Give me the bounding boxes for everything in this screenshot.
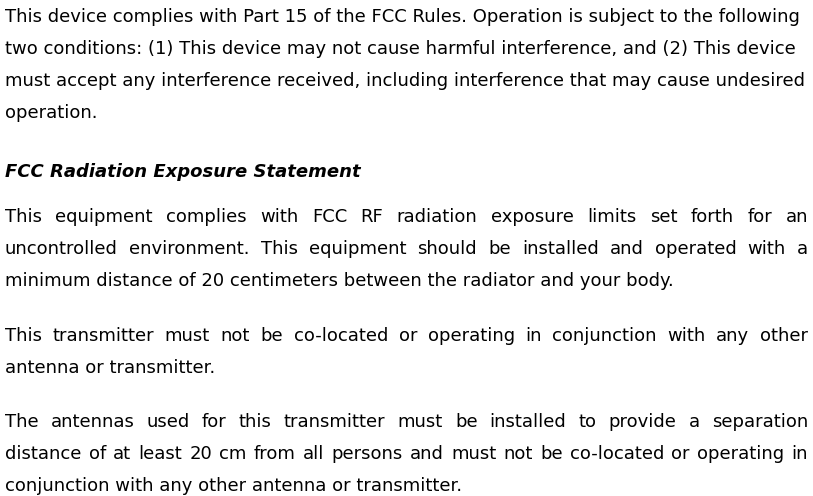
Text: an: an	[785, 208, 808, 226]
Text: with: with	[667, 327, 706, 345]
Text: in: in	[525, 327, 542, 345]
Text: operated: operated	[654, 240, 737, 258]
Text: operating: operating	[428, 327, 515, 345]
Text: complies: complies	[167, 208, 247, 226]
Text: forth: forth	[691, 208, 734, 226]
Text: provide: provide	[609, 413, 676, 431]
Text: 20: 20	[189, 445, 212, 463]
Text: in: in	[792, 445, 808, 463]
Text: persons: persons	[332, 445, 402, 463]
Text: a: a	[689, 413, 700, 431]
Text: antenna or transmitter.: antenna or transmitter.	[5, 359, 215, 377]
Text: not: not	[220, 327, 250, 345]
Text: operating: operating	[698, 445, 785, 463]
Text: be: be	[260, 327, 283, 345]
Text: used: used	[146, 413, 190, 431]
Text: conjunction with any other antenna or transmitter.: conjunction with any other antenna or tr…	[5, 477, 462, 495]
Text: be: be	[488, 240, 511, 258]
Text: not: not	[503, 445, 533, 463]
Text: with: with	[260, 208, 298, 226]
Text: This: This	[5, 327, 42, 345]
Text: cm: cm	[220, 445, 246, 463]
Text: must: must	[165, 327, 210, 345]
Text: all: all	[303, 445, 324, 463]
Text: distance: distance	[5, 445, 81, 463]
Text: or: or	[398, 327, 417, 345]
Text: operation.: operation.	[5, 104, 98, 122]
Text: This: This	[261, 240, 298, 258]
Text: FCC: FCC	[312, 208, 347, 226]
Text: equipment: equipment	[309, 240, 406, 258]
Text: least: least	[138, 445, 182, 463]
Text: uncontrolled: uncontrolled	[5, 240, 118, 258]
Text: radiation: radiation	[397, 208, 477, 226]
Text: this: this	[239, 413, 272, 431]
Text: exposure: exposure	[491, 208, 574, 226]
Text: or: or	[672, 445, 690, 463]
Text: must: must	[451, 445, 496, 463]
Text: with: with	[747, 240, 785, 258]
Text: should: should	[417, 240, 477, 258]
Text: of: of	[89, 445, 106, 463]
Text: any: any	[716, 327, 750, 345]
Text: RF: RF	[361, 208, 384, 226]
Text: must: must	[398, 413, 443, 431]
Text: transmitter: transmitter	[53, 327, 154, 345]
Text: and: and	[410, 445, 444, 463]
Text: for: for	[202, 413, 227, 431]
Text: a: a	[797, 240, 808, 258]
Text: co-located: co-located	[570, 445, 664, 463]
Text: conjunction: conjunction	[553, 327, 657, 345]
Text: to: to	[579, 413, 597, 431]
Text: at: at	[113, 445, 131, 463]
Text: co-located: co-located	[293, 327, 388, 345]
Text: antennas: antennas	[50, 413, 135, 431]
Text: from: from	[254, 445, 296, 463]
Text: equipment: equipment	[55, 208, 153, 226]
Text: limits: limits	[587, 208, 637, 226]
Text: FCC Radiation Exposure Statement: FCC Radiation Exposure Statement	[5, 163, 361, 181]
Text: other: other	[760, 327, 808, 345]
Text: separation: separation	[711, 413, 808, 431]
Text: must accept any interference received, including interference that may cause und: must accept any interference received, i…	[5, 72, 805, 90]
Text: for: for	[747, 208, 772, 226]
Text: be: be	[540, 445, 563, 463]
Text: set: set	[650, 208, 677, 226]
Text: The: The	[5, 413, 39, 431]
Text: installed: installed	[489, 413, 567, 431]
Text: minimum distance of 20 centimeters between the radiator and your body.: minimum distance of 20 centimeters betwe…	[5, 272, 674, 290]
Text: two conditions: (1) This device may not cause harmful interference, and (2) This: two conditions: (1) This device may not …	[5, 40, 796, 58]
Text: transmitter: transmitter	[284, 413, 385, 431]
Text: and: and	[610, 240, 644, 258]
Text: environment.: environment.	[129, 240, 250, 258]
Text: This: This	[5, 208, 42, 226]
Text: This device complies with Part 15 of the FCC Rules. Operation is subject to the : This device complies with Part 15 of the…	[5, 8, 800, 26]
Text: installed: installed	[522, 240, 598, 258]
Text: be: be	[455, 413, 477, 431]
